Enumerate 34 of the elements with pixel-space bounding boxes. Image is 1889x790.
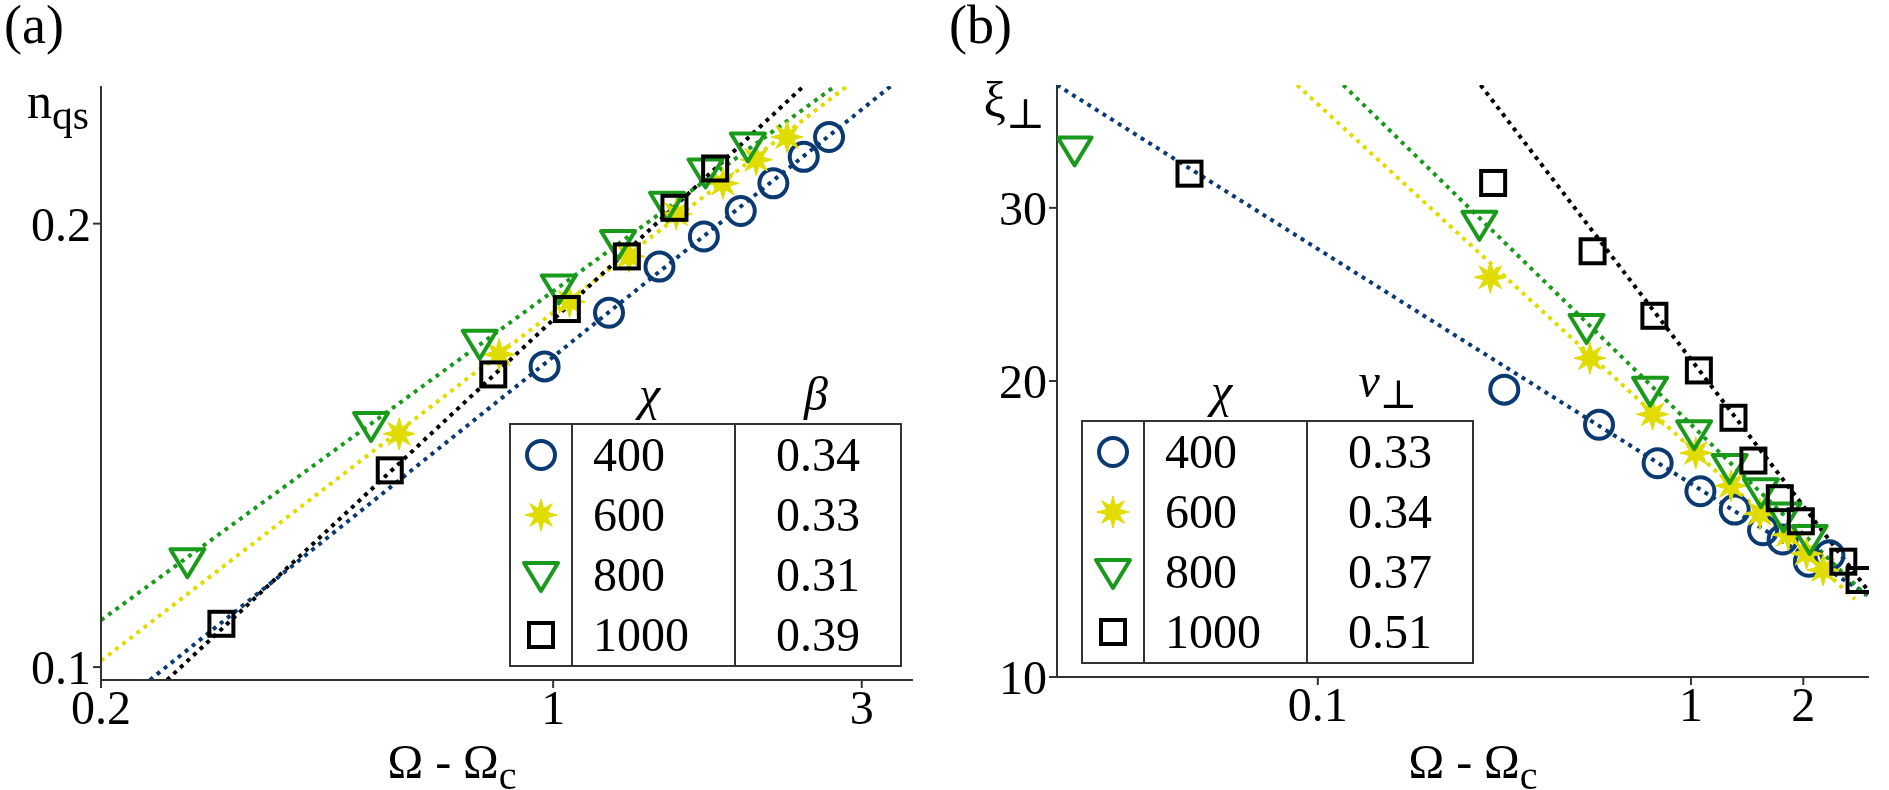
x-tick-label: 3 — [849, 681, 874, 735]
x-tick-label: 1 — [1678, 678, 1703, 732]
annotation: ν$_{⊥}$ — [1357, 353, 1419, 418]
legend-label: 600 — [592, 487, 666, 543]
x-axis-title: Ω - Ω$_{c}$ — [387, 734, 517, 790]
annotation: 0.34 — [775, 427, 861, 483]
legend-label: 600 — [1164, 484, 1238, 540]
y-axis-title: ξ$_{⊥}$ — [983, 71, 1045, 138]
annotation: β — [802, 366, 829, 421]
chart-title: (a) — [4, 0, 64, 56]
annotation: 0.37 — [1347, 544, 1433, 600]
x-tick-label: 1 — [541, 681, 566, 735]
legend-label: 1000 — [1164, 604, 1262, 660]
legend-label: 400 — [592, 427, 666, 483]
annotation: 0.34 — [1347, 484, 1433, 540]
annotation: 0.33 — [1347, 424, 1433, 480]
x-tick-label: 2 — [1791, 678, 1816, 732]
legend-label: 800 — [592, 547, 666, 603]
chart-title: (b) — [949, 0, 1012, 56]
y-tick-label: 10 — [999, 651, 1047, 705]
y-axis-title: n$_{qs}$ — [26, 72, 89, 139]
annotation: 0.31 — [775, 547, 861, 603]
legend-title: χ — [1206, 363, 1234, 418]
legend-label: 400 — [1164, 424, 1238, 480]
annotation: 0.51 — [1347, 604, 1433, 660]
y-tick-label: 30 — [999, 181, 1047, 235]
y-tick-label: 20 — [999, 355, 1047, 409]
annotation: 0.33 — [775, 487, 861, 543]
x-tick-label: 0.1 — [1287, 678, 1348, 732]
legend-title: χ — [634, 366, 662, 421]
legend-label: 1000 — [592, 607, 690, 663]
legend-label: 800 — [1164, 544, 1238, 600]
x-axis-title: Ω - Ω$_{c}$ — [1408, 734, 1538, 790]
annotation: 0.39 — [775, 607, 861, 663]
